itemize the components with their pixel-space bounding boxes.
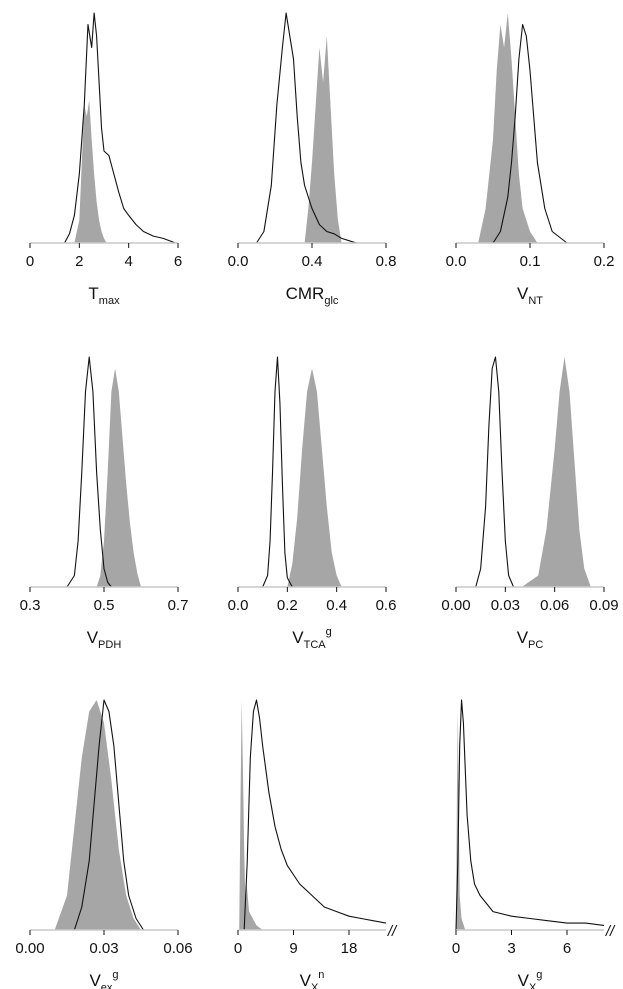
- x-tick-label: 0.06: [163, 940, 192, 957]
- x-tick-label: 0.8: [376, 253, 397, 270]
- x-axis-label: CMRglc: [286, 284, 339, 307]
- x-axis-label: VXn: [300, 969, 325, 989]
- series-filled-distribution: [478, 13, 538, 243]
- x-axis-label-subscript: X: [311, 982, 319, 989]
- x-tick-label: 0.03: [491, 597, 520, 614]
- series-line-distribution: [64, 12, 176, 244]
- series-filled-distribution: [74, 100, 107, 244]
- x-tick-label: 0: [234, 940, 242, 957]
- x-axis-label-superscript: g: [112, 969, 118, 981]
- series-filled-distribution: [287, 368, 342, 587]
- x-axis-label: Vexg: [89, 969, 118, 989]
- x-axis-label-subscript: PDH: [98, 639, 121, 651]
- series-line-distribution: [243, 699, 387, 931]
- x-tick-label: 0.00: [15, 940, 44, 957]
- x-tick-label: 0.03: [89, 940, 118, 957]
- x-tick-label: 0.3: [20, 597, 41, 614]
- x-tick-label: 6: [563, 940, 571, 957]
- histogram-panel-9: 0 3 6 // VXg: [452, 699, 616, 989]
- histogram-panel-4: 0.3 0.5 0.7 VPDH: [20, 356, 189, 651]
- x-axis-label-superscript: g: [536, 969, 542, 981]
- histogram-panel-2: 0.0 0.4 0.8 CMRglc: [228, 12, 397, 307]
- x-tick-label: 3: [507, 940, 515, 957]
- axis-break-marker: //: [387, 923, 398, 940]
- series-filled-distribution: [96, 368, 141, 587]
- x-tick-label: 0: [452, 940, 460, 957]
- x-tick-label: 0: [26, 253, 34, 270]
- series-filled-distribution: [239, 700, 263, 930]
- x-tick-label: 0.0: [446, 253, 467, 270]
- x-tick-label: 0.6: [376, 597, 397, 614]
- x-axis-label-main: V: [517, 628, 529, 647]
- axis-break-marker: //: [605, 923, 616, 940]
- histogram-panel-5: 0.0 0.2 0.4 0.6 VTCAg: [228, 356, 397, 651]
- x-axis-label: Tmax: [88, 284, 120, 307]
- histogram-panel-7: 0.00 0.03 0.06 Vexg: [15, 699, 193, 989]
- series-line-distribution: [262, 356, 293, 588]
- x-axis-label-main: CMR: [286, 284, 325, 303]
- series-line-distribution: [475, 356, 515, 588]
- x-axis-label-main: V: [300, 971, 312, 989]
- x-axis-label-main: V: [517, 284, 529, 303]
- x-axis-label-subscript: glc: [324, 295, 339, 307]
- x-axis-label: VTCAg: [292, 626, 331, 651]
- x-axis-label-main: V: [87, 628, 99, 647]
- x-tick-label: 0.00: [441, 597, 470, 614]
- series-line-distribution: [492, 23, 568, 244]
- x-tick-label: 0.7: [168, 597, 189, 614]
- x-axis-label-main: V: [89, 971, 101, 989]
- x-axis-label-superscript: n: [318, 969, 324, 981]
- series-filled-distribution: [304, 36, 342, 243]
- x-tick-label: 0.5: [94, 597, 115, 614]
- x-axis-label-main: V: [292, 628, 304, 647]
- x-axis-label-subscript: NT: [528, 295, 543, 307]
- x-tick-label: 0.2: [277, 597, 298, 614]
- x-axis-label: VXg: [518, 969, 543, 989]
- series-line-distribution: [66, 356, 112, 588]
- histogram-panel-8: 0 9 18 // VXn: [234, 699, 398, 989]
- x-tick-label: 6: [174, 253, 182, 270]
- x-axis-label-subscript: TCA: [304, 639, 327, 651]
- histogram-panel-1: 0 2 4 6 Tmax: [26, 12, 182, 307]
- series-filled-distribution: [54, 700, 141, 930]
- x-tick-label: 18: [341, 940, 358, 957]
- x-tick-label: 0.2: [594, 253, 615, 270]
- x-axis-label-subscript: ex: [101, 982, 113, 989]
- x-axis-label-subscript: PC: [528, 639, 543, 651]
- x-tick-label: 0.4: [302, 253, 323, 270]
- x-axis-label-subscript: X: [529, 982, 537, 989]
- x-axis-label: VPC: [517, 628, 544, 651]
- x-axis-label: VNT: [517, 284, 543, 307]
- histogram-panel-3: 0.0 0.1 0.2 VNT: [446, 13, 615, 307]
- x-tick-label: 0.1: [520, 253, 541, 270]
- series-line-distribution: [455, 699, 605, 931]
- x-tick-label: 0.06: [540, 597, 569, 614]
- x-tick-label: 0.4: [326, 597, 347, 614]
- series-line-distribution: [73, 699, 144, 931]
- x-tick-label: 4: [124, 253, 132, 270]
- x-axis-label: VPDH: [87, 628, 122, 651]
- x-tick-label: 0.09: [589, 597, 618, 614]
- x-axis-label-main: T: [88, 284, 98, 303]
- x-axis-label-main: V: [518, 971, 530, 989]
- x-axis-label-superscript: g: [326, 626, 332, 638]
- series-line-distribution: [256, 12, 357, 244]
- x-tick-label: 9: [289, 940, 297, 957]
- x-tick-label: 0.0: [228, 253, 249, 270]
- series-filled-distribution: [456, 711, 466, 930]
- x-axis-label-subscript: max: [99, 295, 120, 307]
- series-filled-distribution: [521, 357, 591, 587]
- x-tick-label: 0.0: [228, 597, 249, 614]
- x-tick-label: 2: [75, 253, 83, 270]
- histogram-panel-6: 0.00 0.03 0.06 0.09 VPC: [441, 356, 619, 651]
